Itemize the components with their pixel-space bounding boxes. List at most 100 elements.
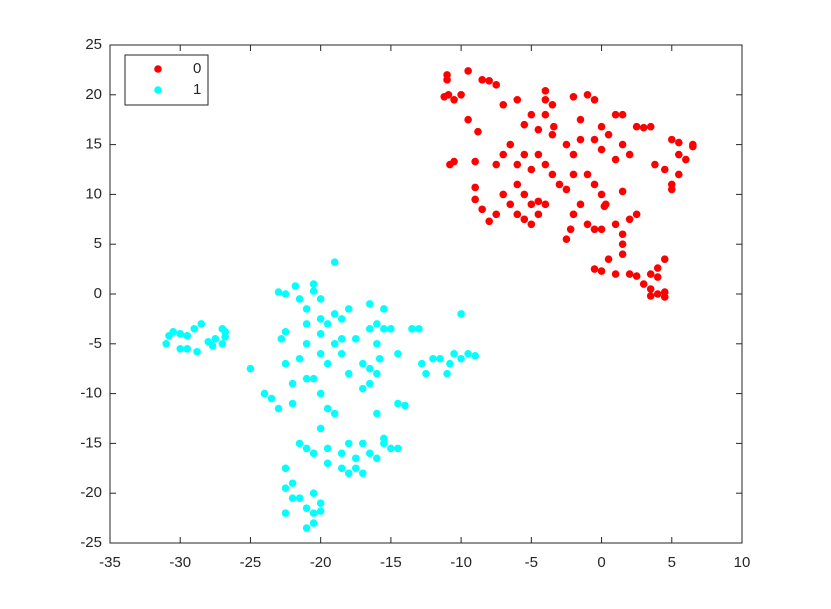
marker: [566, 225, 575, 234]
marker: [646, 292, 655, 300]
y-tick-label: 0: [94, 285, 102, 302]
marker: [316, 315, 325, 323]
marker: [218, 340, 227, 348]
marker: [625, 150, 634, 159]
marker: [618, 110, 627, 119]
marker: [506, 200, 515, 209]
marker: [541, 110, 550, 119]
marker: [576, 115, 585, 124]
marker: [597, 122, 606, 131]
marker: [359, 469, 367, 478]
marker: [569, 92, 578, 101]
marker: [611, 220, 620, 229]
x-tick-label: -5: [525, 554, 538, 571]
marker: [682, 155, 690, 164]
marker: [632, 122, 641, 131]
marker: [169, 328, 177, 336]
marker: [471, 351, 479, 360]
marker: [478, 76, 486, 84]
marker: [337, 315, 346, 323]
marker: [193, 347, 201, 356]
marker: [474, 127, 482, 136]
marker: [492, 210, 501, 219]
marker: [302, 320, 311, 328]
marker: [417, 359, 426, 368]
marker: [162, 340, 170, 348]
marker: [408, 325, 416, 333]
marker: [597, 267, 606, 275]
legend-box: [124, 54, 209, 106]
marker: [520, 190, 529, 199]
marker: [471, 157, 479, 166]
x-tick-label: -15: [380, 554, 402, 571]
marker: [291, 282, 300, 290]
marker: [267, 394, 276, 403]
marker: [457, 91, 465, 99]
marker: [660, 293, 669, 301]
x-tick-label: -10: [450, 554, 472, 571]
marker: [366, 364, 374, 373]
marker: [316, 330, 325, 338]
marker: [611, 110, 620, 119]
marker: [436, 354, 444, 363]
legend-marker: [154, 86, 162, 94]
marker: [450, 349, 458, 358]
marker: [618, 230, 627, 239]
marker: [359, 384, 367, 393]
marker: [323, 359, 332, 368]
marker: [281, 509, 290, 517]
marker: [667, 135, 676, 144]
y-tick-label: 5: [94, 235, 102, 252]
marker: [281, 464, 290, 473]
marker: [260, 389, 269, 398]
marker: [309, 287, 318, 295]
marker: [667, 185, 676, 194]
marker: [288, 399, 297, 408]
marker: [288, 479, 297, 488]
marker: [380, 305, 388, 313]
marker: [211, 335, 220, 343]
marker: [401, 401, 409, 410]
marker: [316, 499, 325, 507]
marker: [309, 489, 318, 498]
marker: [337, 335, 346, 343]
marker: [541, 160, 550, 169]
marker: [527, 200, 536, 209]
marker: [520, 120, 529, 129]
marker: [387, 444, 395, 453]
x-tick-label: 0: [597, 554, 605, 571]
marker: [548, 130, 557, 139]
marker: [604, 255, 613, 263]
marker: [527, 165, 536, 174]
marker: [471, 183, 479, 192]
marker: [550, 122, 558, 131]
marker: [632, 210, 641, 219]
marker: [600, 202, 609, 211]
y-tick-label: 20: [85, 86, 102, 103]
marker: [492, 81, 501, 89]
marker: [337, 449, 346, 458]
marker: [351, 335, 360, 343]
marker: [625, 215, 634, 224]
marker: [183, 332, 192, 340]
marker: [485, 77, 494, 85]
marker: [653, 264, 662, 272]
marker: [464, 67, 472, 75]
marker: [590, 180, 599, 189]
marker: [646, 270, 655, 278]
marker: [323, 444, 332, 453]
marker: [520, 150, 529, 159]
marker: [323, 320, 332, 328]
marker: [302, 444, 311, 453]
marker: [316, 389, 325, 398]
marker: [351, 464, 360, 473]
marker: [611, 270, 620, 278]
marker: [457, 310, 465, 318]
y-tick-label: -20: [80, 484, 102, 501]
marker: [513, 180, 522, 189]
marker: [440, 92, 449, 101]
marker: [302, 340, 311, 348]
marker: [288, 494, 297, 502]
marker: [394, 444, 402, 453]
